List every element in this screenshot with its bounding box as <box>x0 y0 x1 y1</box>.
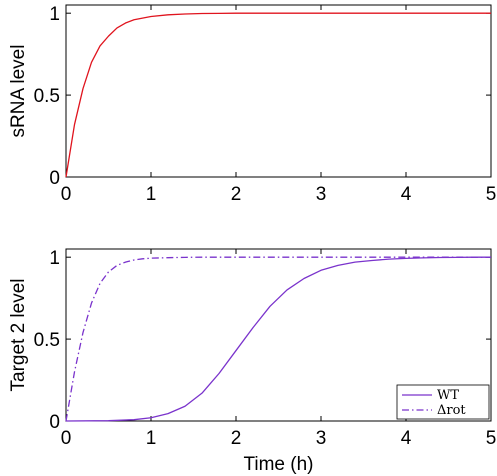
panel-1-x-tick-label: 2 <box>231 428 242 449</box>
panel-0-axes-box <box>65 4 492 178</box>
panel-1-y-tick-label: 0 <box>49 412 60 433</box>
panel-1-x-tick-label: 0 <box>61 428 72 449</box>
panel-1-legend-label-1: Δrot <box>437 403 466 418</box>
panel-1-x-axis-label: Time (h) <box>243 454 313 475</box>
panel-1-y-tick-label: 0.5 <box>34 330 60 351</box>
panel-0-series-line-0 <box>65 12 491 178</box>
panel-0-y-tick-label: 0 <box>49 168 60 189</box>
panel-1-series-line-1 <box>65 256 491 422</box>
panel-1-x-tick-label: 5 <box>486 428 497 449</box>
panel-0-x-tick-label: 5 <box>486 184 497 205</box>
panel-0-y-axis-label: sRNA level <box>8 45 29 138</box>
panel-0-x-tick-label: 4 <box>401 184 412 205</box>
panel-1-legend-label-0: WT <box>437 388 459 403</box>
panel-1-x-tick-label: 4 <box>401 428 412 449</box>
panel-1-x-tick-label: 1 <box>146 428 157 449</box>
panel-0-y-tick-label: 0.5 <box>34 86 60 107</box>
panel-1-x-tick-label: 3 <box>316 428 327 449</box>
panel-0-x-tick-label: 1 <box>146 184 157 205</box>
panel-1-y-axis-label: Target 2 level <box>8 278 29 391</box>
panel-0-x-tick-label: 0 <box>61 184 72 205</box>
srna-panel: 0 1 2 3 4 5 0 0.5 1 sRNA level <box>8 4 496 205</box>
panel-0-x-tick-label: 2 <box>231 184 242 205</box>
panel-0-y-tick-label: 1 <box>49 4 60 25</box>
panel-1-series-line-0 <box>65 256 491 422</box>
panel-1-y-tick-label: 1 <box>49 248 60 269</box>
panel-1-axes-box <box>65 248 492 422</box>
panel-0-x-tick-label: 3 <box>316 184 327 205</box>
panel-1-legend-box <box>396 384 490 420</box>
